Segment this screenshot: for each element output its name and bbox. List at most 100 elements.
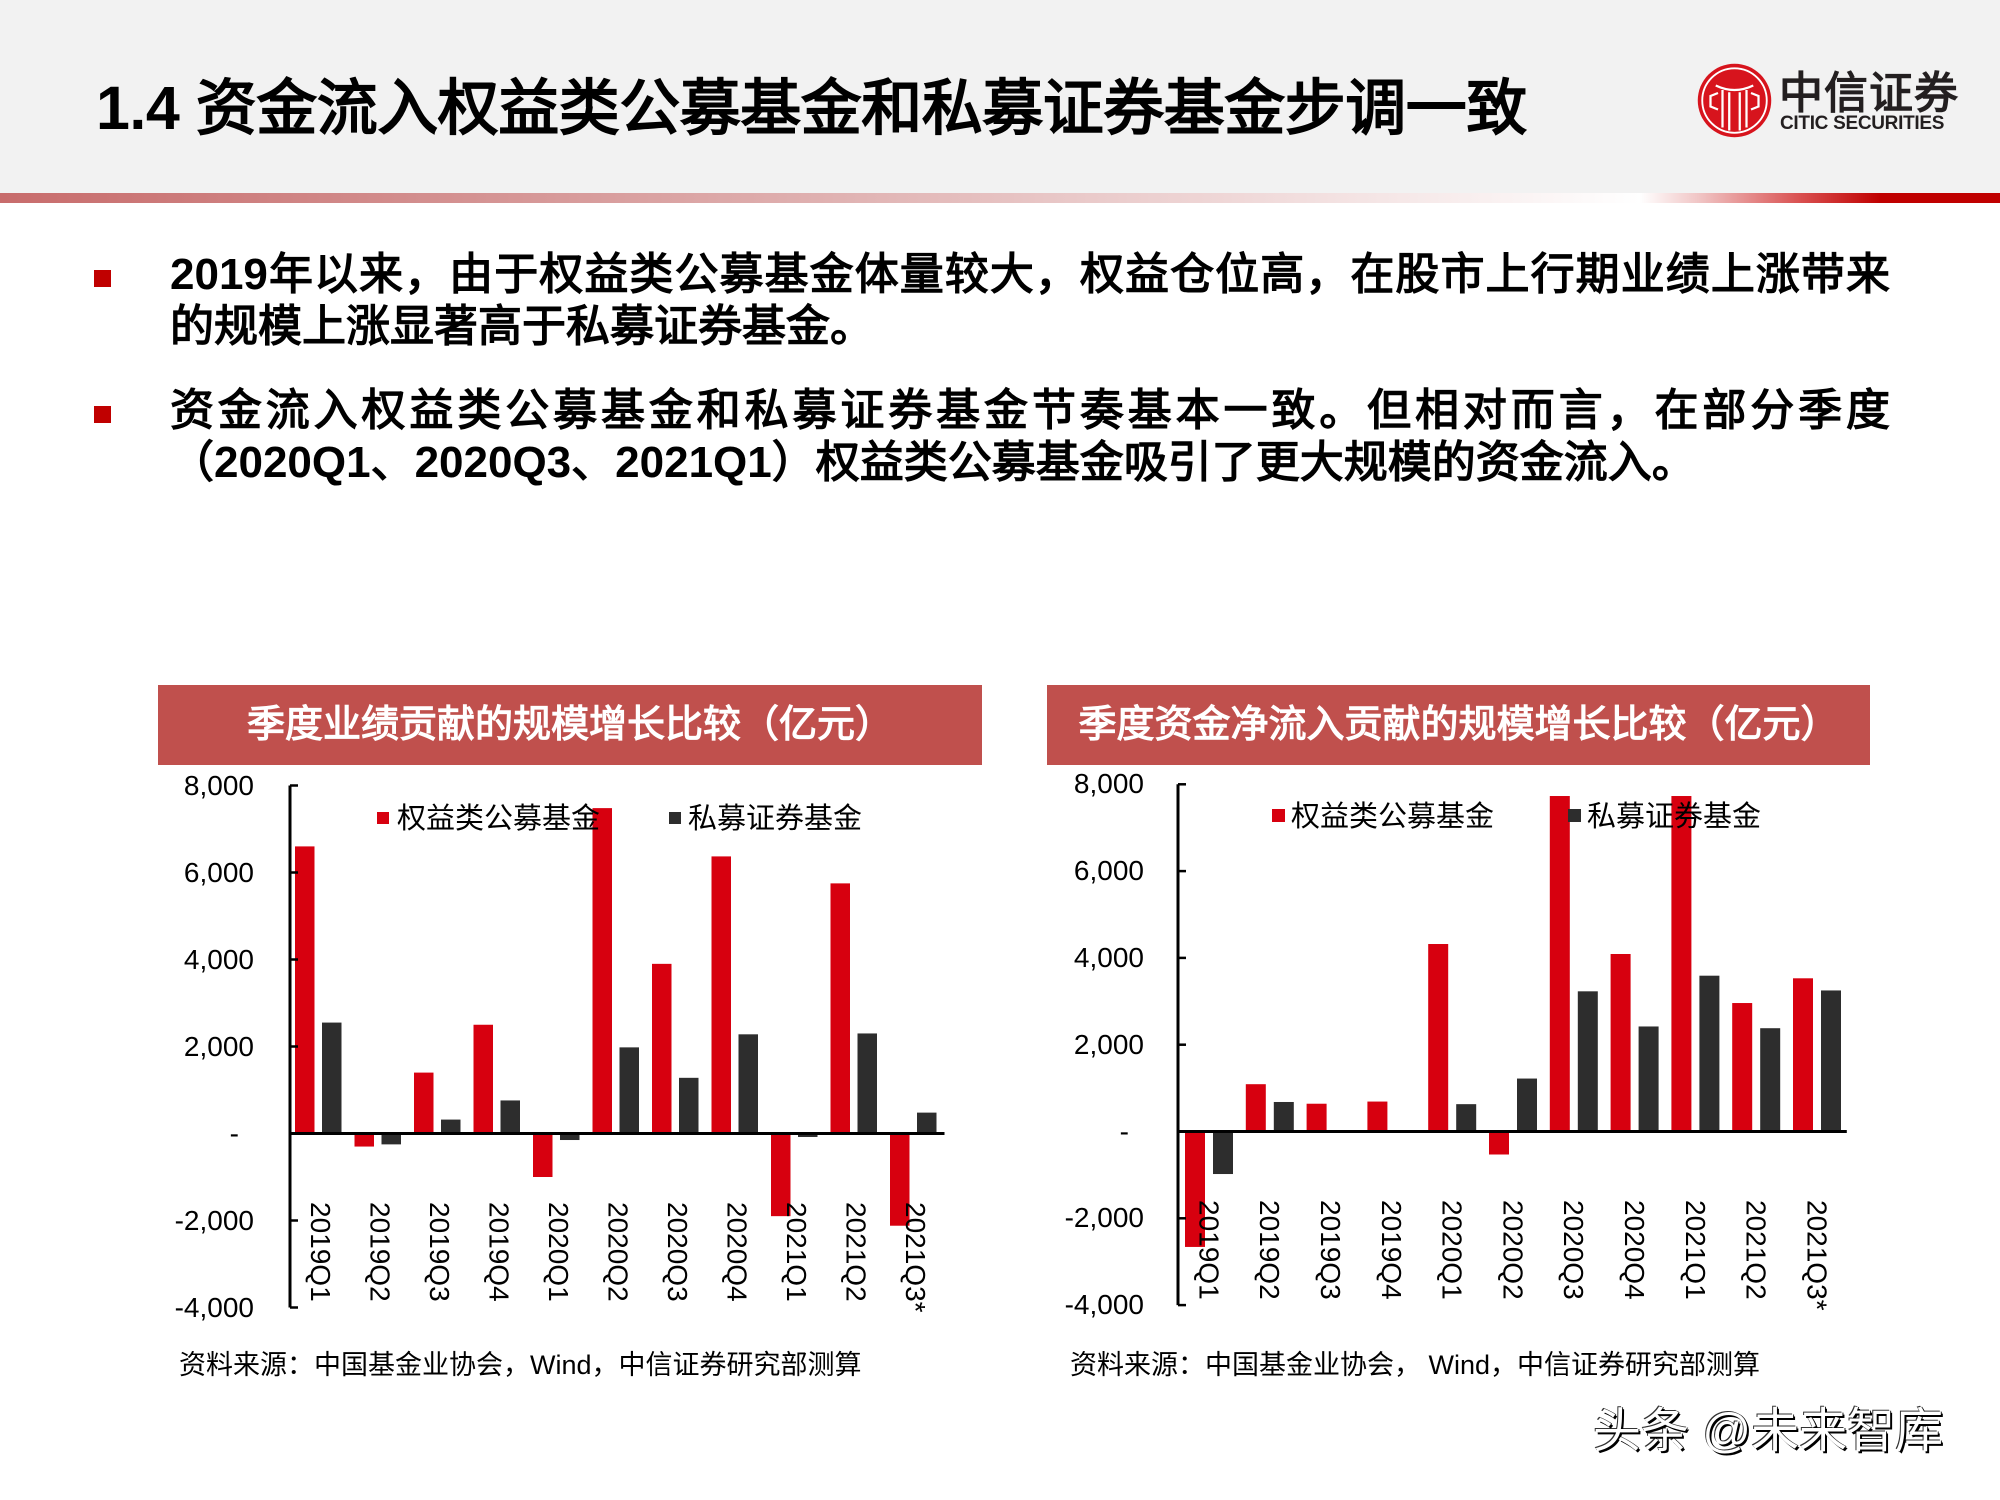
legend-swatch-red-icon (1272, 809, 1285, 822)
x-axis-label: 2021Q3* (899, 1202, 931, 1313)
y-axis-label: -4,000 (1064, 1289, 1144, 1321)
legend-label-private-securities-fund: 私募证券基金 (1587, 801, 1762, 833)
bar-equity-public-fund (1671, 796, 1692, 1132)
bullet-text: 资金流入权益类公募基金和私募证券基金节奏基本一致。但相对而言，在部分季度 （20… (170, 385, 1890, 489)
x-axis-label: 2019Q3 (423, 1202, 455, 1302)
bullet-text-line: 2019年以来，由于权益类公募基金体量较大，权益仓位高，在股市上行期业绩上涨带来 (170, 250, 1890, 299)
bar-private-securities-fund (500, 1100, 520, 1134)
bar-private-securities-fund (798, 1133, 818, 1137)
bar-equity-public-fund (1428, 944, 1449, 1132)
bar-equity-public-fund (1549, 796, 1570, 1132)
bar-private-securities-fund (1213, 1131, 1233, 1175)
x-axis-label: 2020Q1 (1436, 1200, 1468, 1300)
x-axis-label: 2021Q1 (1679, 1200, 1711, 1300)
bar-private-securities-fund (1760, 1028, 1781, 1132)
legend-label-equity-public-fund: 权益类公募基金 (397, 803, 601, 835)
bar-equity-public-fund (1185, 1131, 1205, 1247)
chart-plot (288, 784, 945, 1309)
bar-equity-public-fund (533, 1133, 553, 1177)
x-axis-label: 2019Q4 (1375, 1200, 1407, 1300)
bullet-text-line: 的规模上涨显著高于私募证券基金。 (170, 302, 874, 351)
legend-label-equity-public-fund: 权益类公募基金 (1291, 801, 1495, 833)
slide-header (0, 0, 2000, 193)
y-axis-label: 4,000 (1073, 941, 1144, 973)
bar-private-securities-fund (1273, 1101, 1294, 1132)
chart-title: 季度业绩贡献的规模增长比较（亿元） (246, 704, 893, 746)
bar-private-securities-fund (679, 1077, 699, 1134)
x-axis-label: 2019Q3 (1315, 1200, 1346, 1300)
y-axis-label: -2,000 (1064, 1202, 1144, 1234)
y-axis-label: -4,000 (174, 1291, 254, 1323)
bullet-square-icon (94, 406, 111, 423)
x-axis-label: 2021Q2 (840, 1202, 872, 1302)
bullet-text-line: （2020Q1、2020Q3、2021Q1）权益类公募基金吸引了更大规模的资金流… (170, 438, 1696, 487)
chart-source-note: 资料来源：中国基金业协会， Wind，中信证券研究部测算 (1070, 1350, 1761, 1380)
bar-private-securities-fund (322, 1022, 342, 1134)
bar-equity-public-fund (592, 808, 612, 1134)
bar-private-securities-fund (738, 1034, 758, 1134)
y-axis-label: 6,000 (183, 856, 254, 888)
bar-equity-public-fund (830, 883, 850, 1134)
x-axis-label: 2019Q1 (304, 1202, 336, 1302)
chart-plot (1176, 783, 1847, 1307)
y-axis-label: 2,000 (183, 1030, 254, 1062)
bullet-text-line: 资金流入权益类公募基金和私募证券基金节奏基本一致。但相对而言，在部分季度 (170, 386, 1890, 435)
bar-private-securities-fund (381, 1133, 401, 1145)
y-axis-label: 4,000 (183, 943, 254, 975)
y-axis-label: 6,000 (1073, 855, 1144, 887)
legend-label-private-securities-fund: 私募证券基金 (688, 803, 863, 835)
chart-panel-performance-contribution: 季度业绩贡献的规模增长比较（亿元） 权益类公募基金 私募证券基金 资料来源：中国… (150, 680, 990, 1400)
chart-panel-net-inflow-contribution: 季度资金净流入贡献的规模增长比较（亿元） 权益类公募基金 私募证券基金 资料来源… (1040, 680, 1880, 1400)
header-divider (0, 193, 2000, 203)
y-axis-label: 8,000 (183, 769, 254, 801)
x-axis-label: 2020Q4 (1619, 1200, 1650, 1300)
x-axis-label: 2020Q4 (721, 1202, 753, 1302)
bar-equity-public-fund (771, 1133, 791, 1217)
chart-title-banner: 季度业绩贡献的规模增长比较（亿元） (158, 685, 982, 765)
bar-equity-public-fund (414, 1072, 434, 1134)
bar-equity-public-fund (1367, 1101, 1388, 1132)
bullet-text: 2019年以来，由于权益类公募基金体量较大，权益仓位高，在股市上行期业绩上涨带来… (170, 249, 1890, 353)
chart-title-banner: 季度资金净流入贡献的规模增长比较（亿元） (1047, 685, 1870, 765)
bar-equity-public-fund (1489, 1131, 1509, 1155)
legend-swatch-black-icon (669, 812, 681, 824)
slide-title: 1.4 资金流入权益类公募基金和私募证券基金步调一致 (96, 74, 1527, 142)
legend-swatch-red-icon (377, 812, 389, 824)
x-axis-label: 2019Q1 (1193, 1200, 1225, 1300)
bar-private-securities-fund (917, 1112, 937, 1134)
bar-equity-public-fund (354, 1133, 374, 1147)
bar-private-securities-fund (1456, 1104, 1477, 1132)
y-axis-label: 2,000 (1073, 1028, 1144, 1060)
bar-equity-public-fund (1732, 1003, 1753, 1132)
x-axis-label: 2020Q2 (1497, 1200, 1529, 1300)
bar-private-securities-fund (560, 1133, 580, 1141)
bar-equity-public-fund (1245, 1084, 1266, 1132)
chart-source-note: 资料来源：中国基金业协会，Wind，中信证券研究部测算 (179, 1350, 862, 1380)
bar-private-securities-fund (441, 1119, 461, 1134)
bar-equity-public-fund (652, 963, 672, 1134)
x-axis-label: 2021Q3* (1801, 1200, 1833, 1311)
x-axis-label: 2021Q1 (780, 1202, 812, 1302)
bar-private-securities-fund (619, 1047, 639, 1134)
x-axis-label: 2020Q1 (542, 1202, 574, 1302)
bar-equity-public-fund (890, 1133, 910, 1226)
bar-equity-public-fund (295, 846, 315, 1134)
y-axis-label: - (229, 1117, 239, 1149)
x-axis-label: 2020Q3 (1558, 1200, 1590, 1300)
bar-equity-public-fund (473, 1024, 493, 1134)
bar-private-securities-fund (1577, 991, 1598, 1132)
x-axis-label: 2020Q2 (602, 1202, 634, 1302)
bar-equity-public-fund (1306, 1103, 1327, 1132)
bar-private-securities-fund (1638, 1026, 1659, 1132)
bar-private-securities-fund (1699, 975, 1720, 1132)
legend-swatch-black-icon (1568, 809, 1581, 822)
chart-title: 季度资金净流入贡献的规模增长比较（亿元） (1078, 704, 1839, 746)
bar-private-securities-fund (1517, 1078, 1537, 1132)
x-axis-label: 2019Q4 (483, 1202, 515, 1302)
x-axis-label: 2019Q2 (364, 1202, 396, 1302)
logo-text-cn: 中信证券 (1779, 69, 1959, 118)
x-axis-label: 2019Q2 (1254, 1200, 1286, 1300)
bullet-square-icon (94, 270, 111, 287)
bar-equity-public-fund (1610, 953, 1631, 1132)
x-axis-label: 2020Q3 (661, 1202, 693, 1302)
